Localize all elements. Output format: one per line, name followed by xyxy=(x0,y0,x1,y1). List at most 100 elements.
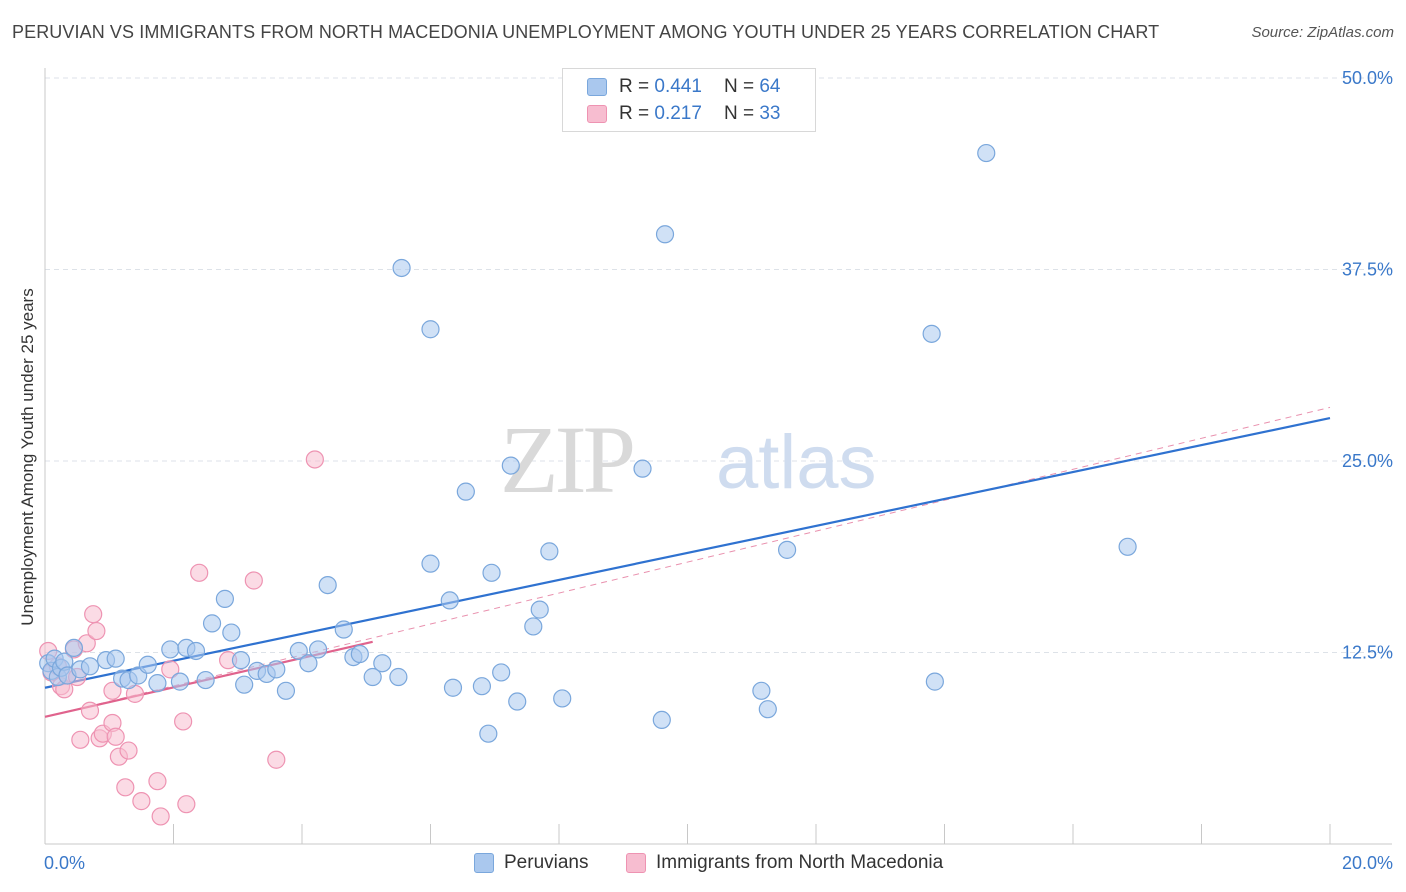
y-tick-label: 25.0% xyxy=(1342,451,1393,471)
legend-n-label: N = xyxy=(723,76,755,97)
x-min-label: 0.0% xyxy=(44,853,85,873)
macedonia-point xyxy=(106,727,125,746)
bottom-legend-swatch-pink xyxy=(626,853,646,873)
peruvian-point xyxy=(479,724,498,743)
y-tick-label: 50.0% xyxy=(1342,68,1393,88)
peruvian-point xyxy=(492,663,511,682)
macedonia-point xyxy=(305,450,324,469)
legend-n-value: 33 xyxy=(759,103,781,124)
peruvian-point xyxy=(633,459,652,478)
peruvian-point xyxy=(530,600,549,619)
peruvian-point xyxy=(482,563,501,582)
peruvian-point xyxy=(196,670,215,690)
legend-swatch-blue xyxy=(587,78,607,96)
macedonia-point xyxy=(116,778,135,797)
bottom-legend-label: Peruvians xyxy=(504,852,589,873)
peruvian-point xyxy=(922,324,941,343)
macedonia-point xyxy=(148,772,167,791)
peruvian-point xyxy=(299,654,318,673)
macedonia-point xyxy=(151,807,170,826)
peruvian-points xyxy=(39,143,1137,743)
y-tick-label: 37.5% xyxy=(1342,260,1393,280)
peruvian-point xyxy=(161,640,180,659)
peruvian-point xyxy=(553,689,572,708)
macedonia-point xyxy=(84,605,103,624)
legend-n-value: 64 xyxy=(759,76,781,97)
peruvian-point xyxy=(524,617,543,636)
peruvian-point xyxy=(777,540,797,559)
peruvian-point xyxy=(456,482,475,501)
peruvian-point xyxy=(421,320,440,339)
peruvian-point xyxy=(215,589,234,608)
peruvian-point xyxy=(276,681,296,700)
peruvian-point xyxy=(64,638,84,658)
macedonia-point xyxy=(103,681,122,700)
macedonia-point xyxy=(80,701,100,720)
peruvian-point xyxy=(222,623,241,642)
macedonia-point xyxy=(174,712,193,731)
y-tick-labels: 12.5% 25.0% 37.5% 50.0% xyxy=(1342,68,1393,663)
peruvian-point xyxy=(363,667,382,687)
bottom-legend-label: Immigrants from North Macedonia xyxy=(656,852,944,873)
peruvian-point xyxy=(758,700,777,719)
macedonia-point xyxy=(119,741,138,760)
peruvian-point xyxy=(392,258,411,278)
legend-r-label: R = xyxy=(619,76,650,97)
peruvian-point xyxy=(186,641,206,661)
peruvian-point xyxy=(472,677,491,696)
peruvian-point xyxy=(170,672,190,691)
macedonia-point xyxy=(132,792,151,811)
peruvian-point xyxy=(977,143,996,163)
peruvian-point xyxy=(106,649,125,668)
watermark-atlas: atlas xyxy=(716,420,877,505)
peruvian-point xyxy=(501,456,520,475)
peruvian-point xyxy=(202,614,222,633)
macedonia-point xyxy=(267,750,286,769)
legend-n-label: N = xyxy=(723,103,755,124)
legend-row-macedonia: R = 0.217 N = 33 xyxy=(587,103,780,125)
macedonia-point xyxy=(71,730,90,749)
watermark-zip: ZIP xyxy=(500,406,633,513)
peruvian-point xyxy=(267,660,286,679)
peruvian-point xyxy=(652,710,671,730)
macedonia-point xyxy=(87,621,106,641)
macedonia-point xyxy=(161,660,180,679)
peruvian-trend-line xyxy=(44,417,1331,689)
axes xyxy=(44,68,1392,845)
peruvian-point xyxy=(138,655,157,674)
gridlines xyxy=(45,77,1392,653)
peruvian-point xyxy=(925,672,944,691)
correlation-legend: R = 0.441 N = 64 R = 0.217 N = 33 xyxy=(562,68,816,132)
peruvian-point xyxy=(148,674,167,693)
legend-r-label: R = xyxy=(619,103,650,124)
x-max-label: 20.0% xyxy=(1342,853,1393,873)
peruvian-point xyxy=(289,641,308,661)
source-label: Source: ZipAtlas.com xyxy=(1251,24,1394,41)
peruvian-point xyxy=(752,681,771,700)
chart-title: PERUVIAN VS IMMIGRANTS FROM NORTH MACEDO… xyxy=(12,22,1160,42)
y-axis-label: Unemployment Among Youth under 25 years xyxy=(18,288,37,626)
peruvian-point xyxy=(440,591,459,610)
watermark: ZIP atlas xyxy=(500,406,877,513)
peruvian-point xyxy=(373,654,392,673)
y-tick-label: 12.5% xyxy=(1342,643,1393,663)
legend-swatch-pink xyxy=(587,105,607,123)
peruvian-point xyxy=(235,675,254,694)
peruvian-point xyxy=(508,692,527,711)
peruvian-point xyxy=(334,620,353,639)
macedonia-point xyxy=(177,795,196,814)
peruvian-point xyxy=(308,640,328,659)
peruvian-point xyxy=(318,575,337,595)
peruvian-point xyxy=(1118,537,1137,556)
legend-r-value: 0.217 xyxy=(654,103,702,124)
trend-lines xyxy=(44,406,1331,718)
peruvian-point xyxy=(231,651,251,670)
bottom-legend-peruvians: Peruvians xyxy=(474,852,589,874)
bottom-legend-swatch-blue xyxy=(474,853,494,873)
legend-r-value: 0.441 xyxy=(654,76,702,97)
peruvian-point xyxy=(389,667,408,687)
macedonia-trend-extension xyxy=(44,406,1331,718)
peruvian-point xyxy=(80,657,100,676)
peruvian-point xyxy=(540,542,559,561)
